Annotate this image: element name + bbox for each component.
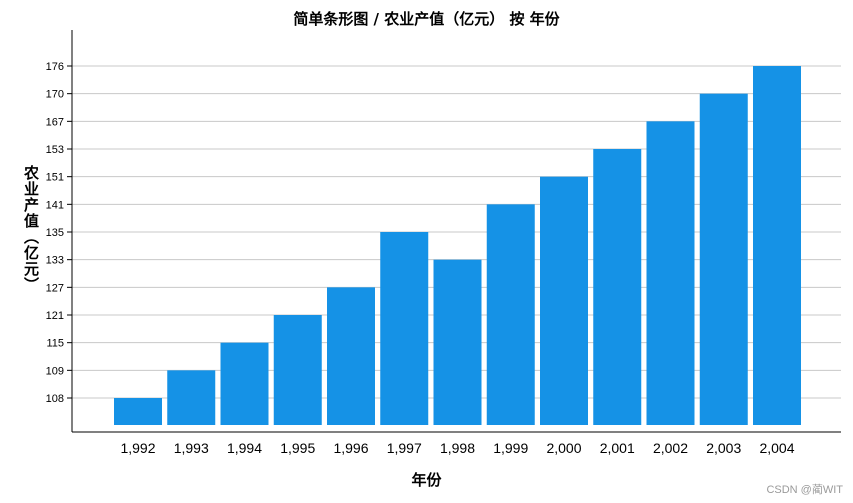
bar: [167, 370, 216, 425]
axes: [67, 30, 841, 433]
y-tick-label: 133: [46, 255, 64, 267]
x-tick-label: 2,002: [653, 440, 688, 456]
bar: [753, 66, 801, 425]
y-tick-label: 151: [46, 172, 64, 184]
bar: [220, 342, 269, 425]
x-tick-label: 2,003: [706, 440, 741, 456]
watermark: CSDN @蔺WIT: [766, 484, 843, 496]
y-tick-label: 176: [46, 61, 64, 73]
bar: [380, 232, 429, 425]
x-tick-labels: 1,992 1,993 1,994 1,995 1,996 1,997 1,998 1,999…: [120, 440, 794, 456]
x-tick-label: 2,004: [759, 440, 794, 456]
y-tick-label: 135: [46, 227, 64, 239]
bar: [540, 176, 588, 425]
x-tick-label: 1,996: [333, 440, 368, 456]
bar: [646, 121, 695, 425]
bar: [699, 93, 748, 426]
bar: [433, 259, 482, 425]
y-tick-label: 109: [46, 365, 64, 377]
x-tick-label: 2,001: [600, 440, 635, 456]
bar: [114, 398, 162, 425]
x-tick-label: 1,992: [120, 440, 155, 456]
x-tick-label: 1,993: [174, 440, 209, 456]
bar: [273, 315, 322, 425]
x-tick-label: 1,994: [227, 440, 262, 456]
x-tick-label: 1,998: [440, 440, 475, 456]
x-tick-label: 2,000: [546, 440, 581, 456]
x-tick-label: 1,997: [387, 440, 422, 456]
y-tick-label: 141: [46, 199, 64, 211]
chart-title: 简单条形图 / 农业产值（亿元） 按 年份: [293, 10, 560, 28]
y-tick-label: 108: [46, 393, 64, 405]
bar: [486, 204, 535, 425]
x-axis-label: 年份: [411, 471, 442, 489]
y-tick-label: 167: [46, 116, 64, 128]
y-tick-label: 121: [46, 310, 64, 322]
x-tick-label: 1,995: [280, 440, 315, 456]
bars: [114, 66, 801, 426]
y-tick-label: 153: [46, 144, 64, 156]
bar: [593, 149, 642, 425]
y-tick-labels: 108 109 115 121 127 133 135 141 151 153 167 170 176: [46, 61, 64, 405]
y-axis-label: 农业产值（亿元）: [22, 165, 40, 293]
y-tick-label: 170: [46, 89, 64, 101]
y-tick-label: 127: [46, 282, 64, 294]
bar: [327, 287, 375, 425]
x-tick-label: 1,999: [493, 440, 528, 456]
y-tick-label: 115: [46, 338, 64, 350]
